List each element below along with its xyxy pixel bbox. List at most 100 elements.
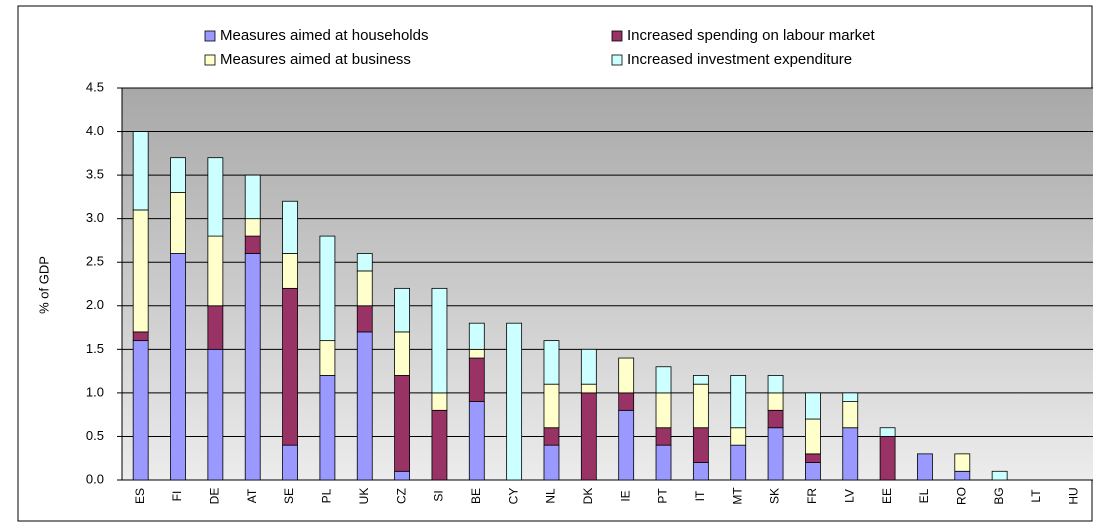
bar-segment [805, 462, 821, 481]
x-tick-label: SI [432, 490, 446, 501]
bar-segment [244, 235, 261, 254]
bar-segment [394, 287, 410, 333]
bar-segment [431, 287, 448, 394]
bar-segment [319, 340, 336, 376]
x-tick-label: SE [282, 488, 296, 504]
bar-segment [767, 392, 784, 411]
x-tick-label: DE [208, 488, 222, 505]
x-tick-label: UK [357, 488, 371, 505]
legend-label: Increased spending on labour market [627, 27, 875, 44]
bar-segment [879, 436, 896, 481]
bar-segment [207, 157, 224, 237]
bar-segment [506, 322, 523, 481]
bar-segment [468, 322, 485, 350]
plot-area [122, 88, 1093, 480]
bar-segment [991, 470, 1008, 481]
bar-segment [917, 453, 933, 481]
bar-segment [730, 375, 747, 429]
bar-segment [543, 383, 560, 429]
bar-segment [207, 305, 224, 350]
x-tick-label: CZ [394, 488, 408, 504]
bar-segment [319, 235, 336, 342]
x-tick-label: LV [842, 489, 856, 503]
bar-segment [580, 348, 597, 385]
bar-segment [655, 392, 672, 429]
bar-segment [543, 444, 560, 481]
legend-swatch [204, 54, 216, 66]
bar-segment [805, 453, 821, 463]
bar-segment [805, 418, 821, 455]
bar-segment [767, 375, 784, 394]
x-tick-label: NL [544, 488, 558, 504]
x-tick-label: FI [170, 491, 184, 502]
bar-segment [132, 131, 149, 211]
y-tick-label: 2.0 [86, 297, 104, 312]
bar-segment [730, 444, 747, 481]
bar-segment [282, 200, 298, 254]
bar-segment [468, 357, 485, 402]
x-tick-label: PT [656, 488, 670, 504]
y-tick-label: 0.5 [86, 428, 104, 443]
x-tick-label: SK [768, 488, 782, 504]
bar-segment [618, 392, 635, 411]
y-tick-label: 4.0 [86, 123, 104, 138]
bar-segment [282, 444, 298, 481]
x-tick-label: LT [1029, 489, 1043, 503]
bar-segment [244, 218, 261, 237]
bar-segment [655, 427, 672, 446]
bar-segment [468, 401, 485, 481]
x-tick-label: RO [954, 487, 968, 505]
legend-swatch [204, 30, 216, 42]
bar-segment [692, 383, 709, 429]
bar-segment [356, 305, 373, 333]
bar-segment [431, 392, 448, 411]
bar-segment [132, 340, 149, 481]
bar-segment [394, 375, 410, 472]
x-tick-label: BE [469, 488, 483, 504]
bar-segment [170, 157, 186, 193]
y-tick-label: 0.0 [86, 471, 104, 486]
bar-segment [282, 287, 298, 446]
bar-segment [954, 453, 971, 472]
bar-segment [319, 375, 336, 481]
y-tick-label: 4.5 [86, 79, 104, 94]
bar-segment [431, 409, 448, 481]
bar-segment [842, 392, 859, 402]
y-tick-label: 1.5 [86, 341, 104, 356]
bar-segment [879, 427, 896, 437]
x-tick-label: EL [917, 488, 931, 503]
legend-label: Measures aimed at business [220, 51, 411, 68]
bar-segment [244, 174, 261, 220]
bar-segment [655, 444, 672, 481]
x-tick-label: DK [581, 488, 595, 505]
bar-segment [692, 375, 709, 385]
y-tick-label: 3.0 [86, 210, 104, 225]
legend-swatch [611, 54, 623, 66]
x-tick-label: HU [1066, 487, 1080, 504]
x-tick-label: IT [693, 490, 707, 501]
y-tick-label: 3.5 [86, 167, 104, 182]
bar-segment [356, 331, 373, 481]
bar-segment [356, 270, 373, 307]
legend-label: Measures aimed at households [220, 27, 428, 44]
bar-segment [207, 235, 224, 307]
bar-segment [356, 253, 373, 272]
bar-segment [170, 192, 186, 254]
bar-segment [244, 253, 261, 481]
bar-segment [468, 348, 485, 359]
bar-segment [767, 427, 784, 481]
bar-segment [655, 366, 672, 394]
bar-segment [692, 462, 709, 481]
legend-label: Increased investment expenditure [627, 51, 852, 68]
bar-segment [580, 392, 597, 481]
x-tick-label: MT [730, 487, 744, 505]
legend-swatch [611, 30, 623, 42]
bar-segment [842, 427, 859, 481]
y-axis-label: % of GDP [36, 256, 51, 314]
x-tick-label: BG [992, 487, 1006, 504]
y-tick-label: 2.5 [86, 254, 104, 269]
bar-segment [842, 401, 859, 429]
bar-segment [580, 383, 597, 394]
x-tick-label: FR [805, 488, 819, 504]
